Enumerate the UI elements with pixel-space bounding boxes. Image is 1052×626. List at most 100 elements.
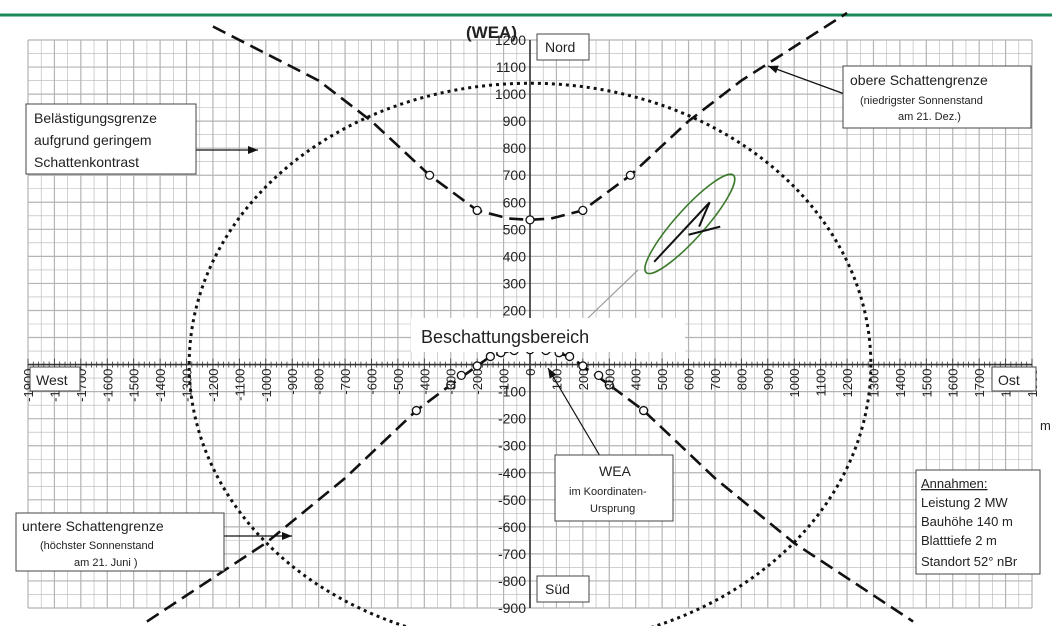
x-tick-label: 300 (602, 369, 617, 391)
x-tick-label: 700 (708, 369, 723, 391)
wea-note-2: Ursprung (590, 503, 635, 515)
y-tick-label: -200 (498, 411, 526, 427)
x-tick-label: -200 (470, 369, 485, 395)
lower-limit-arrowhead (282, 532, 292, 540)
upper-limit-note-1: (niedrigster Sonnenstand (860, 95, 983, 107)
east-label: Ost (998, 372, 1020, 388)
x-tick-label: -1600 (100, 369, 115, 402)
x-tick-label: -500 (391, 369, 406, 395)
data-point-marker (456, 370, 466, 381)
north-label: Nord (545, 39, 575, 55)
x-tick-label: 200 (576, 369, 591, 391)
wea-note-1: im Koordinaten- (569, 486, 647, 498)
x-tick-label: 400 (629, 369, 644, 391)
y-tick-label: 400 (503, 248, 527, 264)
x-unit-label: m (1040, 418, 1051, 433)
y-tick-label: 900 (503, 113, 527, 129)
y-tick-label: -600 (498, 519, 526, 535)
lower-limit-box (15, 512, 225, 572)
y-tick-label: -100 (498, 384, 526, 400)
chart-title: (WEA) (466, 23, 517, 42)
data-point-marker (525, 215, 535, 225)
wea-arrowhead (548, 368, 557, 379)
y-tick-label: 500 (503, 221, 527, 237)
x-tick-label: -1400 (153, 369, 168, 402)
data-point-marker (446, 380, 456, 390)
y-tick-label: -500 (498, 492, 526, 508)
lower-limit-note-2: am 21. Juni ) (74, 557, 138, 569)
turbine-blade-line (653, 201, 711, 263)
x-tick-label: -400 (417, 369, 432, 395)
upper-limit-arrowhead (768, 65, 779, 74)
y-tick-label: -800 (498, 573, 526, 589)
x-tick-label: 1600 (946, 369, 961, 398)
y-tick-label: 1200 (495, 32, 526, 48)
x-tick-label: 500 (655, 369, 670, 391)
upper-limit-note-2: am 21. Dez.) (898, 111, 961, 123)
y-tick-label: -300 (498, 438, 526, 454)
data-point-marker (604, 380, 614, 390)
west-label: West (36, 372, 68, 388)
data-point-marker (594, 370, 604, 381)
x-tick-label: 0 (523, 369, 538, 376)
lower-limit-title: untere Schattengrenze (22, 518, 164, 534)
upper-limit-title: obere Schattengrenze (850, 72, 988, 88)
x-tick-label: 1500 (919, 369, 934, 398)
data-point-marker (578, 205, 588, 216)
x-tick-label: 1200 (840, 369, 855, 398)
assumptions-box (915, 469, 1041, 575)
x-tick-label: 600 (682, 369, 697, 391)
x-tick-label: -1100 (232, 369, 247, 401)
y-tick-label: -700 (498, 546, 526, 562)
x-tick-label: -1000 (259, 369, 274, 402)
wea-pointer (547, 367, 601, 457)
x-tick-label: 900 (761, 369, 776, 391)
west-box (29, 366, 81, 392)
x-tick-label: -1200 (206, 369, 221, 402)
shading-area-pointer (587, 269, 639, 319)
x-tick-label: -100 (497, 369, 512, 395)
x-tick-label: 1300 (866, 369, 881, 398)
turbine-blade-line (698, 201, 711, 228)
y-tick-label: 800 (503, 140, 527, 156)
x-tick-label: 800 (734, 369, 749, 391)
assumption-blade-depth: Blatttiefe 2 m (921, 533, 997, 548)
data-point-marker (578, 361, 588, 371)
assumption-height: Bauhöhe 140 m (921, 514, 1013, 529)
lower-limit-note-1: (höchster Sonnenstand (40, 540, 154, 552)
annoyance-limit-arrowhead (248, 146, 258, 154)
x-tick-label: 1400 (893, 369, 908, 398)
x-tick-label: -800 (312, 369, 327, 395)
east-box (991, 366, 1037, 392)
x-tick-label: -1300 (180, 369, 195, 402)
x-tick-label: 1000 (787, 369, 802, 398)
annoyance-limit-line-1: Belästigungsgrenze (34, 110, 157, 126)
y-tick-label: 1000 (495, 86, 526, 102)
x-tick-label: -600 (364, 369, 379, 395)
x-tick-label: 1700 (972, 369, 987, 398)
y-tick-label: -400 (498, 465, 526, 481)
upper-limit-pointer (767, 65, 851, 97)
assumptions-title: Annahmen: (921, 476, 988, 491)
y-tick-label: 200 (503, 302, 527, 318)
data-point-marker (472, 361, 482, 371)
annoyance-limit-box (25, 103, 197, 175)
upper-shadow-limit-curve (212, 11, 848, 222)
y-tick-label: 700 (503, 167, 527, 183)
x-tick-label: 1100 (814, 369, 829, 397)
annoyance-limit-line-2: aufgrund geringem (34, 132, 152, 148)
assumption-power: Leistung 2 MW (921, 495, 1008, 510)
south-label: Süd (545, 581, 570, 597)
north-box (536, 33, 590, 61)
wea-label: WEA (599, 463, 632, 479)
data-point-marker (485, 351, 496, 362)
y-tick-label: 1100 (496, 59, 526, 75)
data-point-marker (424, 170, 435, 180)
data-point-marker (564, 351, 575, 362)
x-tick-label: -700 (338, 369, 353, 395)
data-point-marker (472, 205, 482, 216)
wea-box (554, 454, 674, 522)
x-tick-label: -300 (444, 369, 459, 395)
assumption-location: Standort 52° nBr (921, 554, 1018, 569)
